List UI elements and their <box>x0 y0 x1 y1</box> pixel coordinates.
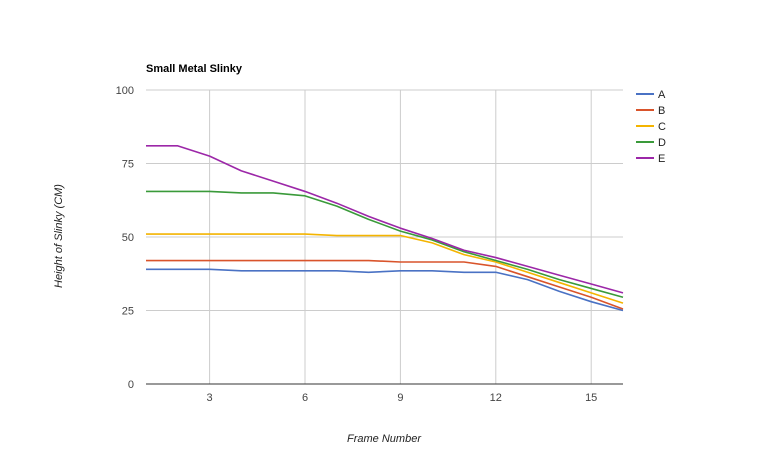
series-line-e <box>146 145 624 294</box>
y-tick-label: 25 <box>122 306 134 318</box>
x-tick-label: 12 <box>490 392 502 404</box>
axes: 0 25 50 75 100 3 6 9 12 15 <box>116 85 623 404</box>
y-tick-label: 75 <box>122 159 134 171</box>
legend-label-d: D <box>658 137 666 149</box>
x-tick-label: 3 <box>207 392 213 404</box>
x-tick-label: 15 <box>585 392 597 404</box>
legend-label-c: C <box>658 121 666 133</box>
y-tick-label: 100 <box>116 85 134 97</box>
y-tick-label: 0 <box>128 379 134 391</box>
y-tick-label: 50 <box>122 232 134 244</box>
series-line-d <box>146 190 624 299</box>
x-tick-label: 6 <box>302 392 308 404</box>
series-lines <box>146 145 624 312</box>
series-line-c <box>146 233 624 304</box>
legend-label-b: B <box>658 105 665 117</box>
x-axis-title: Frame Number <box>347 433 422 445</box>
x-tick-label: 9 <box>397 392 403 404</box>
chart-title: Small Metal Slinky <box>146 63 243 75</box>
series-line-a <box>146 268 624 312</box>
y-axis-title: Height of Slinky (CM) <box>53 184 65 288</box>
legend-label-e: E <box>658 153 665 165</box>
series-line-b <box>146 259 624 310</box>
gridlines <box>146 89 623 384</box>
legend-label-a: A <box>658 89 666 101</box>
